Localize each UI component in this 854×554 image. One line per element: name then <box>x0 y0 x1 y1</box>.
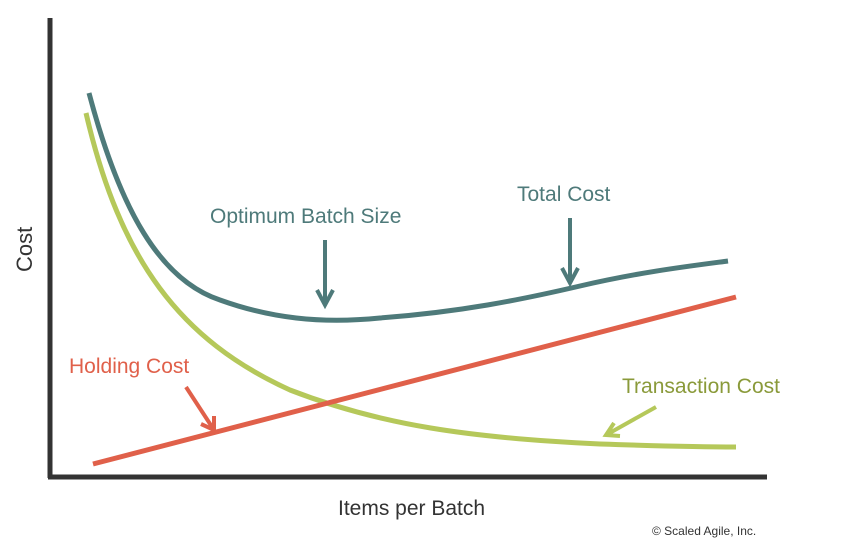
transaction-cost-arrow-icon <box>602 405 657 438</box>
x-axis-label: Items per Batch <box>338 497 486 520</box>
holding-cost-arrow-icon <box>184 385 216 434</box>
holding-cost-label: Holding Cost <box>69 355 190 378</box>
optimum-batch-size-label: Optimum Batch Size <box>210 205 402 228</box>
total-cost-label: Total Cost <box>517 183 611 206</box>
transaction-cost-curve <box>83 112 737 450</box>
optimum-arrow-icon <box>315 240 335 310</box>
total-cost-curve <box>86 92 729 323</box>
holding-cost-line <box>92 294 737 467</box>
copyright-notice: © Scaled Agile, Inc. <box>652 524 757 538</box>
transaction-cost-label: Transaction Cost <box>622 375 780 398</box>
y-axis-label: Cost <box>12 226 37 272</box>
total-cost-arrow-icon <box>560 218 580 288</box>
